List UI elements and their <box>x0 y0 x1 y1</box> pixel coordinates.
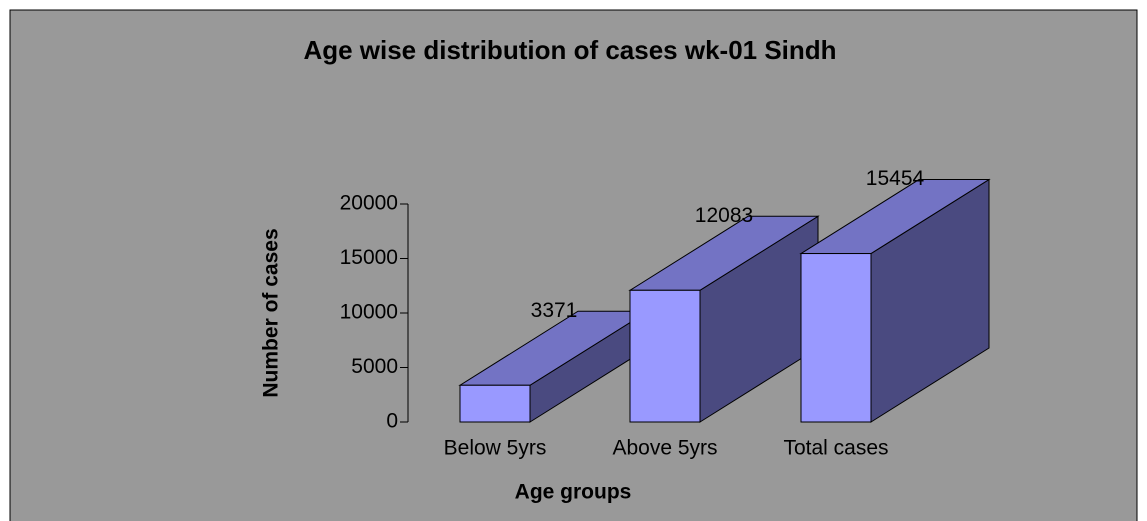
y-tick-label: 20000 <box>340 192 398 215</box>
bar <box>459 384 531 423</box>
x-axis-title: Age groups <box>515 481 632 504</box>
y-tick-label: 10000 <box>340 301 398 324</box>
y-tick-label: 0 <box>386 410 398 433</box>
bar <box>629 289 701 423</box>
bar <box>800 253 872 423</box>
x-tick-label: Above 5yrs <box>612 437 717 460</box>
x-tick-label: Below 5yrs <box>444 437 547 460</box>
y-axis-title: Number of cases <box>260 228 283 397</box>
data-label: 15454 <box>866 167 925 190</box>
y-tick-label: 15000 <box>340 246 398 269</box>
chart-title: Age wise distribution of cases wk-01 Sin… <box>303 35 836 65</box>
data-label: 12083 <box>695 204 753 227</box>
y-tick-label: 5000 <box>351 355 398 378</box>
x-tick-label: Total cases <box>783 437 888 460</box>
data-label: 3371 <box>531 299 578 322</box>
